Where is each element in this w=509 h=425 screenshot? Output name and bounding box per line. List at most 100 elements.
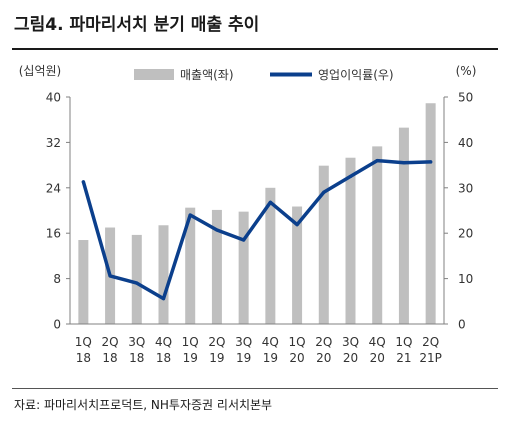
legend: 매출액(좌) 영업이익률(우)	[134, 68, 394, 82]
x-tick-label-part: 4Q	[155, 335, 172, 349]
line-point	[402, 161, 406, 165]
left-axis-unit: (십억원)	[19, 64, 61, 78]
axes	[69, 97, 445, 325]
x-tick-label: 4Q 18	[155, 335, 172, 365]
x-tick-label-part: 20	[289, 351, 304, 365]
x-tick-label-part: 18	[76, 351, 91, 365]
legend-bar-label: 매출액(좌)	[180, 68, 234, 82]
right-tick-label: 50	[458, 91, 473, 105]
x-tick-label-part: 2Q	[208, 335, 225, 349]
x-tick-label-part: 2Q	[422, 335, 439, 349]
line-point	[81, 180, 85, 184]
figure-title: 그림4. 파마리서치 분기 매출 추이	[14, 15, 260, 35]
x-tick-label-part: 20	[316, 351, 331, 365]
bar	[372, 146, 383, 324]
line-point	[215, 228, 219, 232]
x-tick-label-part: 1Q	[182, 335, 199, 349]
x-tick-label-part: 19	[236, 351, 251, 365]
x-tick-label: 2Q 21P	[419, 335, 442, 365]
bar	[398, 127, 409, 325]
right-tick-label: 30	[458, 181, 473, 195]
line-point	[429, 160, 433, 164]
right-axis-ticks: 0 10 20 30 40 50	[444, 91, 473, 332]
left-tick-label: 16	[46, 227, 61, 241]
x-tick-label: 3Q 18	[128, 335, 145, 365]
legend-line-label: 영업이익률(우)	[318, 68, 394, 82]
bar	[425, 103, 436, 325]
bar	[238, 211, 249, 324]
x-tick-label-part: 3Q	[342, 335, 359, 349]
x-tick-label-part: 2Q	[102, 335, 119, 349]
left-tick-label: 8	[53, 272, 61, 286]
left-tick-label: 32	[46, 136, 61, 150]
x-tick-label-part: 4Q	[369, 335, 386, 349]
bar	[158, 225, 169, 324]
x-tick-label: 3Q 19	[235, 335, 252, 365]
bar	[131, 234, 142, 324]
line-point	[295, 222, 299, 227]
bar	[345, 157, 356, 324]
left-tick-label: 0	[53, 318, 61, 332]
x-tick-label-part: 3Q	[235, 335, 252, 349]
bar	[318, 165, 329, 324]
x-tick-label: 1Q 21	[395, 335, 412, 365]
line-point	[135, 281, 139, 285]
right-tick-label: 20	[458, 227, 473, 241]
x-tick-label: 4Q 20	[369, 335, 386, 365]
line-point	[242, 238, 246, 242]
x-tick-label: 2Q 18	[102, 335, 119, 365]
title-divider	[12, 48, 498, 50]
line-point	[375, 158, 379, 163]
x-tick-label-part: 19	[263, 351, 278, 365]
bar	[211, 209, 222, 324]
x-tick-label-part: 1Q	[75, 335, 92, 349]
right-axis-unit: (%)	[456, 64, 477, 78]
right-tick-label: 40	[458, 136, 473, 150]
x-tick-label-part: 3Q	[128, 335, 145, 349]
x-tick-label: 1Q 19	[182, 335, 199, 365]
x-tick-label: 2Q 19	[208, 335, 225, 365]
margin-line	[81, 158, 433, 301]
x-tick-label-part: 21	[396, 351, 411, 365]
x-tick-label-part: 21P	[419, 351, 442, 365]
line-point	[322, 190, 326, 194]
x-tick-label: 4Q 19	[262, 335, 279, 365]
line-point	[188, 213, 192, 217]
x-tick-label-part: 1Q	[289, 335, 306, 349]
left-tick-label: 40	[46, 91, 61, 105]
x-tick-label-part: 18	[102, 351, 117, 365]
bar	[265, 187, 276, 324]
bar-series	[78, 103, 436, 325]
line-series	[81, 158, 433, 301]
x-tick-label-part: 20	[343, 351, 358, 365]
right-tick-label: 0	[458, 318, 466, 332]
x-tick-label: 3Q 20	[342, 335, 359, 365]
x-tick-label-part: 4Q	[262, 335, 279, 349]
bar	[78, 240, 89, 324]
x-tick-label-part: 18	[156, 351, 171, 365]
bar	[292, 206, 303, 324]
left-tick-label: 24	[46, 181, 61, 195]
source-note: 자료: 파마리서치프로덕트, NH투자증권 리서치본부	[14, 398, 273, 412]
x-tick-label: 1Q 18	[75, 335, 92, 365]
footer-divider	[12, 388, 498, 389]
legend-bar-swatch	[134, 69, 174, 80]
right-tick-label: 10	[458, 272, 473, 286]
line-point	[108, 274, 112, 278]
bar	[185, 207, 196, 324]
line-point	[161, 296, 166, 301]
x-tick-label: 1Q 20	[289, 335, 306, 365]
line-point	[268, 200, 272, 204]
line-point	[348, 174, 353, 179]
x-tick-label-part: 1Q	[395, 335, 412, 349]
x-tick-label-part: 20	[370, 351, 385, 365]
x-tick-label-part: 2Q	[315, 335, 332, 349]
x-tick-label: 2Q 20	[315, 335, 332, 365]
x-tick-label-part: 19	[209, 351, 224, 365]
x-tick-label-part: 18	[129, 351, 144, 365]
left-axis-ticks: 0 8 16 24 32 40	[46, 91, 70, 332]
combo-chart: (십억원) (%) 매출액(좌) 영업이익률(우) 0 8 16 24 32 40 0 10…	[19, 64, 477, 365]
x-tick-label-part: 19	[183, 351, 198, 365]
